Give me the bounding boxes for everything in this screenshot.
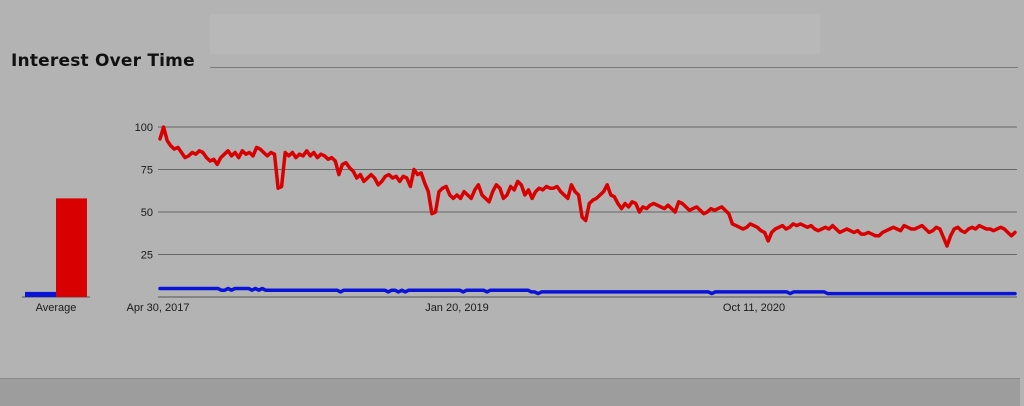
chart-title: Interest Over Time [11, 51, 195, 71]
x-tick-label: Apr 30, 2017 [127, 302, 190, 314]
average-bar [56, 198, 87, 297]
series-line [158, 286, 1017, 296]
series-line [158, 125, 1017, 248]
average-label: Average [36, 302, 77, 314]
average-bar [25, 291, 56, 297]
y-tick-label: 100 [135, 122, 153, 134]
y-tick-label: 50 [141, 207, 153, 219]
y-tick-label: 75 [141, 165, 153, 177]
x-tick-label: Jan 20, 2019 [425, 302, 489, 314]
footer-bar [0, 378, 1020, 406]
header-strip [210, 14, 820, 54]
y-tick-label: 25 [141, 250, 153, 262]
title-divider [210, 67, 1018, 68]
x-tick-label: Oct 11, 2020 [723, 302, 785, 314]
